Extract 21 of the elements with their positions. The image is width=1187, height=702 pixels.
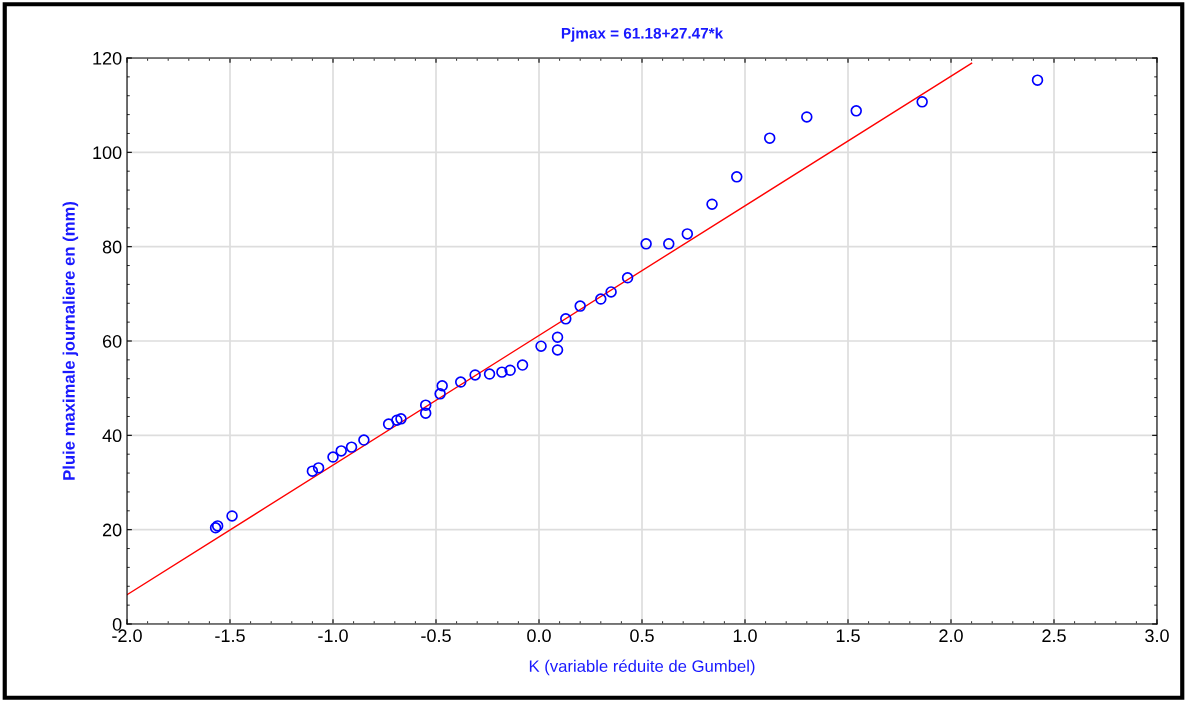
y-tick-label: 120	[93, 51, 122, 65]
x-tick-label: 1.5	[836, 629, 860, 643]
y-tick-label: 80	[102, 240, 122, 254]
x-tick-label: 1.0	[733, 629, 757, 643]
x-tick-label: 0.0	[527, 629, 551, 643]
x-axis-title: K (variable réduite de Gumbel)	[529, 659, 755, 676]
x-tick-label: -1.0	[318, 629, 348, 643]
x-tick-label: 3.0	[1145, 629, 1169, 643]
x-tick-label: 2.5	[1042, 629, 1066, 643]
x-tick-label: -2.0	[112, 629, 142, 643]
x-tick-label: -1.5	[215, 629, 245, 643]
y-tick-label: 100	[93, 146, 122, 160]
y-tick-label: 20	[102, 523, 122, 537]
y-axis-title: Pluie maximale journaliere en (mm)	[62, 201, 79, 480]
y-tick-label: 60	[102, 334, 122, 348]
y-tick-label: 0	[112, 617, 122, 631]
x-tick-label: 2.0	[939, 629, 963, 643]
chart-title: Pjmax = 61.18+27.47*k	[561, 27, 724, 42]
y-tick-label: 40	[102, 429, 122, 443]
x-tick-label: -0.5	[421, 629, 451, 643]
x-tick-label: 0.5	[630, 629, 654, 643]
